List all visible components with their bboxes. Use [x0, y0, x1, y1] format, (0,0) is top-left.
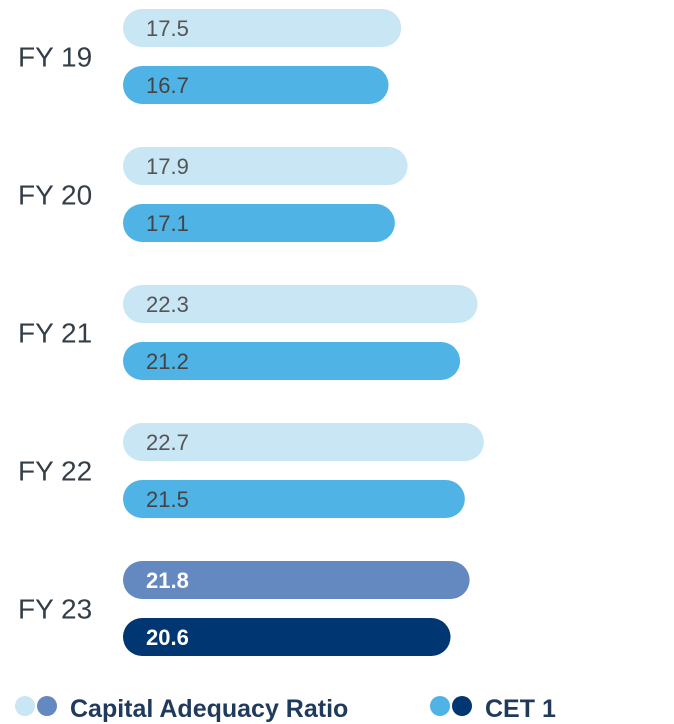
data-label: 22.7	[146, 430, 189, 455]
bar-cet-1	[123, 618, 451, 656]
legend-label: Capital Adequacy Ratio	[70, 695, 348, 723]
category-group-fy-20: FY 20 17.9 17.1	[18, 147, 408, 242]
bar-capital-adequacy-ratio	[123, 561, 470, 599]
data-label: 16.7	[146, 73, 189, 98]
category-label: FY 22	[18, 456, 92, 487]
category-group-fy-21: FY 21 22.3 21.2	[18, 285, 478, 380]
bar-capital-adequacy-ratio	[123, 285, 478, 323]
legend-swatch	[37, 696, 57, 716]
category-label: FY 23	[18, 594, 92, 625]
category-group-fy-19: FY 19 17.5 16.7	[18, 9, 402, 104]
data-label: 17.5	[146, 16, 189, 41]
bar-cet-1	[123, 204, 395, 242]
legend: Capital Adequacy Ratio CET 1	[15, 695, 556, 723]
category-group-fy-23: FY 23 21.8 20.6	[18, 561, 470, 656]
legend-swatch	[430, 696, 450, 716]
data-label: 21.2	[146, 349, 189, 374]
data-label: 22.3	[146, 292, 189, 317]
legend-label: CET 1	[485, 695, 556, 723]
bar-capital-adequacy-ratio	[123, 9, 402, 47]
data-label: 21.5	[146, 487, 189, 512]
category-label: FY 20	[18, 180, 92, 211]
data-label: 21.8	[146, 568, 189, 593]
data-label: 17.9	[146, 154, 189, 179]
bar-capital-adequacy-ratio	[123, 423, 484, 461]
category-group-fy-22: FY 22 22.7 21.5	[18, 423, 484, 518]
legend-swatch	[452, 696, 472, 716]
bar-cet-1	[123, 66, 389, 104]
data-label: 17.1	[146, 211, 189, 236]
bar-cet-1	[123, 480, 465, 518]
data-label: 20.6	[146, 625, 189, 650]
category-label: FY 19	[18, 42, 92, 73]
bar-cet-1	[123, 342, 461, 380]
legend-item-cet-1: CET 1	[430, 695, 556, 723]
bar-capital-adequacy-ratio	[123, 147, 408, 185]
category-label: FY 21	[18, 318, 92, 349]
legend-item-capital-adequacy-ratio: Capital Adequacy Ratio	[15, 695, 348, 723]
legend-swatch	[15, 696, 35, 716]
